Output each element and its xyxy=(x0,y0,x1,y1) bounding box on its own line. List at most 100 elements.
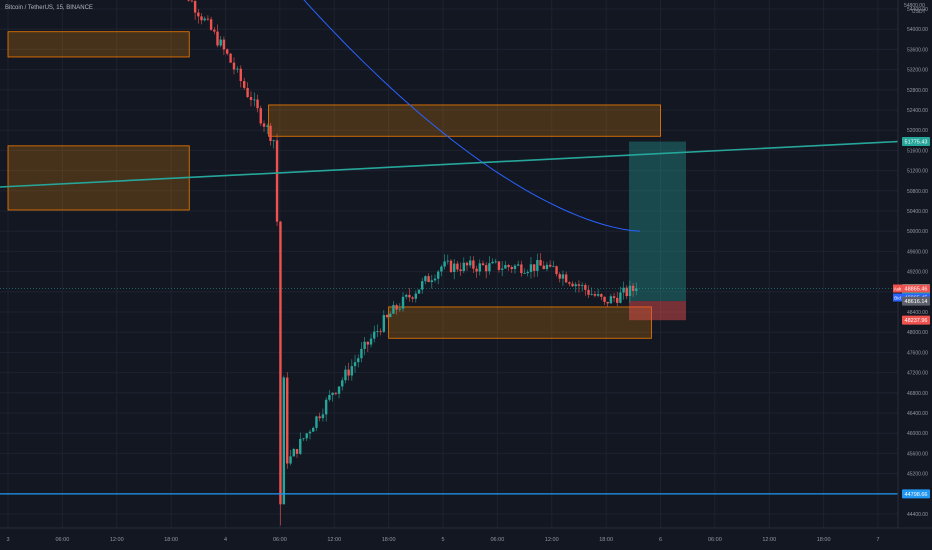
y-tick-label: 44400.00 xyxy=(907,512,928,518)
candle-body xyxy=(360,348,363,359)
candle-body xyxy=(411,297,414,299)
candle-body xyxy=(363,341,366,349)
candle-body xyxy=(405,294,408,297)
candle-body xyxy=(219,39,222,46)
candle-body xyxy=(249,97,253,100)
x-tick-label: 18:00 xyxy=(382,537,396,543)
candle-body xyxy=(282,377,286,505)
candle-body xyxy=(389,313,392,318)
candle-body xyxy=(488,263,491,272)
x-tick-label: 6 xyxy=(659,537,662,543)
candle-body xyxy=(275,140,279,222)
tag-ask-label-bg xyxy=(893,284,902,293)
candle-body xyxy=(456,263,459,270)
tag-support: 44798.66 xyxy=(905,492,928,498)
candle-body xyxy=(494,261,497,263)
y-tick-label: 52400.00 xyxy=(907,108,928,114)
tag-ask-label: Ask xyxy=(894,286,902,291)
moving-average xyxy=(303,0,641,232)
candle-body xyxy=(321,414,325,419)
tag-stop-bg xyxy=(902,315,930,325)
grid-lines xyxy=(0,0,898,528)
candle-body xyxy=(209,19,213,30)
candle-body xyxy=(328,395,331,400)
candle-body xyxy=(246,87,249,98)
candle-body xyxy=(580,285,584,286)
candle-body xyxy=(529,264,533,272)
symbol-title: Bitcoin / TetherUS, 15, BINANCE xyxy=(5,5,93,11)
x-tick-label: 5 xyxy=(441,537,444,543)
y-tick-label: 45200.00 xyxy=(907,472,928,478)
y-tick-label: 50000.00 xyxy=(907,229,928,235)
candle-body xyxy=(440,266,443,272)
x-tick-label: 06:00 xyxy=(273,537,287,543)
candle-body xyxy=(308,431,312,434)
candle-body xyxy=(606,301,609,304)
candle-body xyxy=(292,449,295,457)
candle-body xyxy=(542,265,545,270)
candle-body xyxy=(331,392,334,396)
candle-body xyxy=(446,260,449,262)
candle-body xyxy=(256,99,259,109)
candle-body xyxy=(478,263,481,272)
y-tick-label: 49600.00 xyxy=(907,249,928,255)
candle-body xyxy=(253,99,256,101)
tag-bid-label: Bid xyxy=(894,295,901,300)
y-tick-label: 47600.00 xyxy=(907,350,928,356)
x-tick-label: 4 xyxy=(224,537,227,543)
candle-body xyxy=(262,123,266,127)
zone-box xyxy=(7,31,190,58)
candle-body xyxy=(459,269,462,272)
horizontal-lines[interactable] xyxy=(0,140,899,495)
x-tick-label: 7 xyxy=(876,537,879,543)
candle-body xyxy=(462,262,465,272)
candle-body xyxy=(190,0,194,2)
candle-body xyxy=(584,285,587,290)
candle-body xyxy=(523,273,526,274)
candle-body xyxy=(318,416,321,419)
candle-body xyxy=(609,296,613,304)
candle-body xyxy=(392,305,395,314)
x-tick-label: 12:00 xyxy=(110,537,124,543)
candle-body xyxy=(266,125,269,127)
candle-body xyxy=(417,289,421,294)
candle-body xyxy=(299,438,302,454)
candle-body xyxy=(216,31,219,46)
x-tick-label: 06:00 xyxy=(708,537,722,543)
price-tags: 51775.4348866.5614:55Ask48865.46Bid48865… xyxy=(893,137,930,499)
candle-body xyxy=(539,260,542,266)
x-tick-label: 06:00 xyxy=(55,537,69,543)
long-position-tool[interactable] xyxy=(629,141,686,321)
tag-ask: 48865.46 xyxy=(905,286,928,292)
candle-body xyxy=(520,264,523,274)
candle-body xyxy=(507,265,510,268)
candle-body xyxy=(401,296,405,309)
y-tick-label-top: 54800.00 xyxy=(904,3,925,9)
candle-body xyxy=(596,294,600,296)
candle-body xyxy=(558,274,561,279)
y-tick-label: 50800.00 xyxy=(907,189,928,195)
candle-body xyxy=(612,296,616,298)
candle-body xyxy=(398,308,402,310)
candle-body xyxy=(222,39,226,50)
y-tick-label: 52000.00 xyxy=(907,128,928,134)
candle-body xyxy=(577,284,581,286)
candle-body xyxy=(376,331,379,332)
candle-body xyxy=(305,433,308,439)
candle-body xyxy=(564,274,568,283)
tag-green-line: 51775.43 xyxy=(905,140,928,146)
candle-body xyxy=(510,267,513,270)
x-tick-label: 06:00 xyxy=(490,537,504,543)
candle-body xyxy=(408,294,411,298)
tag-stop: 48237.96 xyxy=(905,318,928,324)
candle-body xyxy=(424,276,427,282)
trend-line xyxy=(0,140,899,188)
candle-body xyxy=(213,29,216,32)
zone-box xyxy=(268,104,661,137)
candle-body xyxy=(500,268,504,270)
candle-body xyxy=(302,438,305,440)
candle-body xyxy=(616,297,619,303)
candle-body xyxy=(635,288,638,291)
candle-body xyxy=(421,281,424,290)
